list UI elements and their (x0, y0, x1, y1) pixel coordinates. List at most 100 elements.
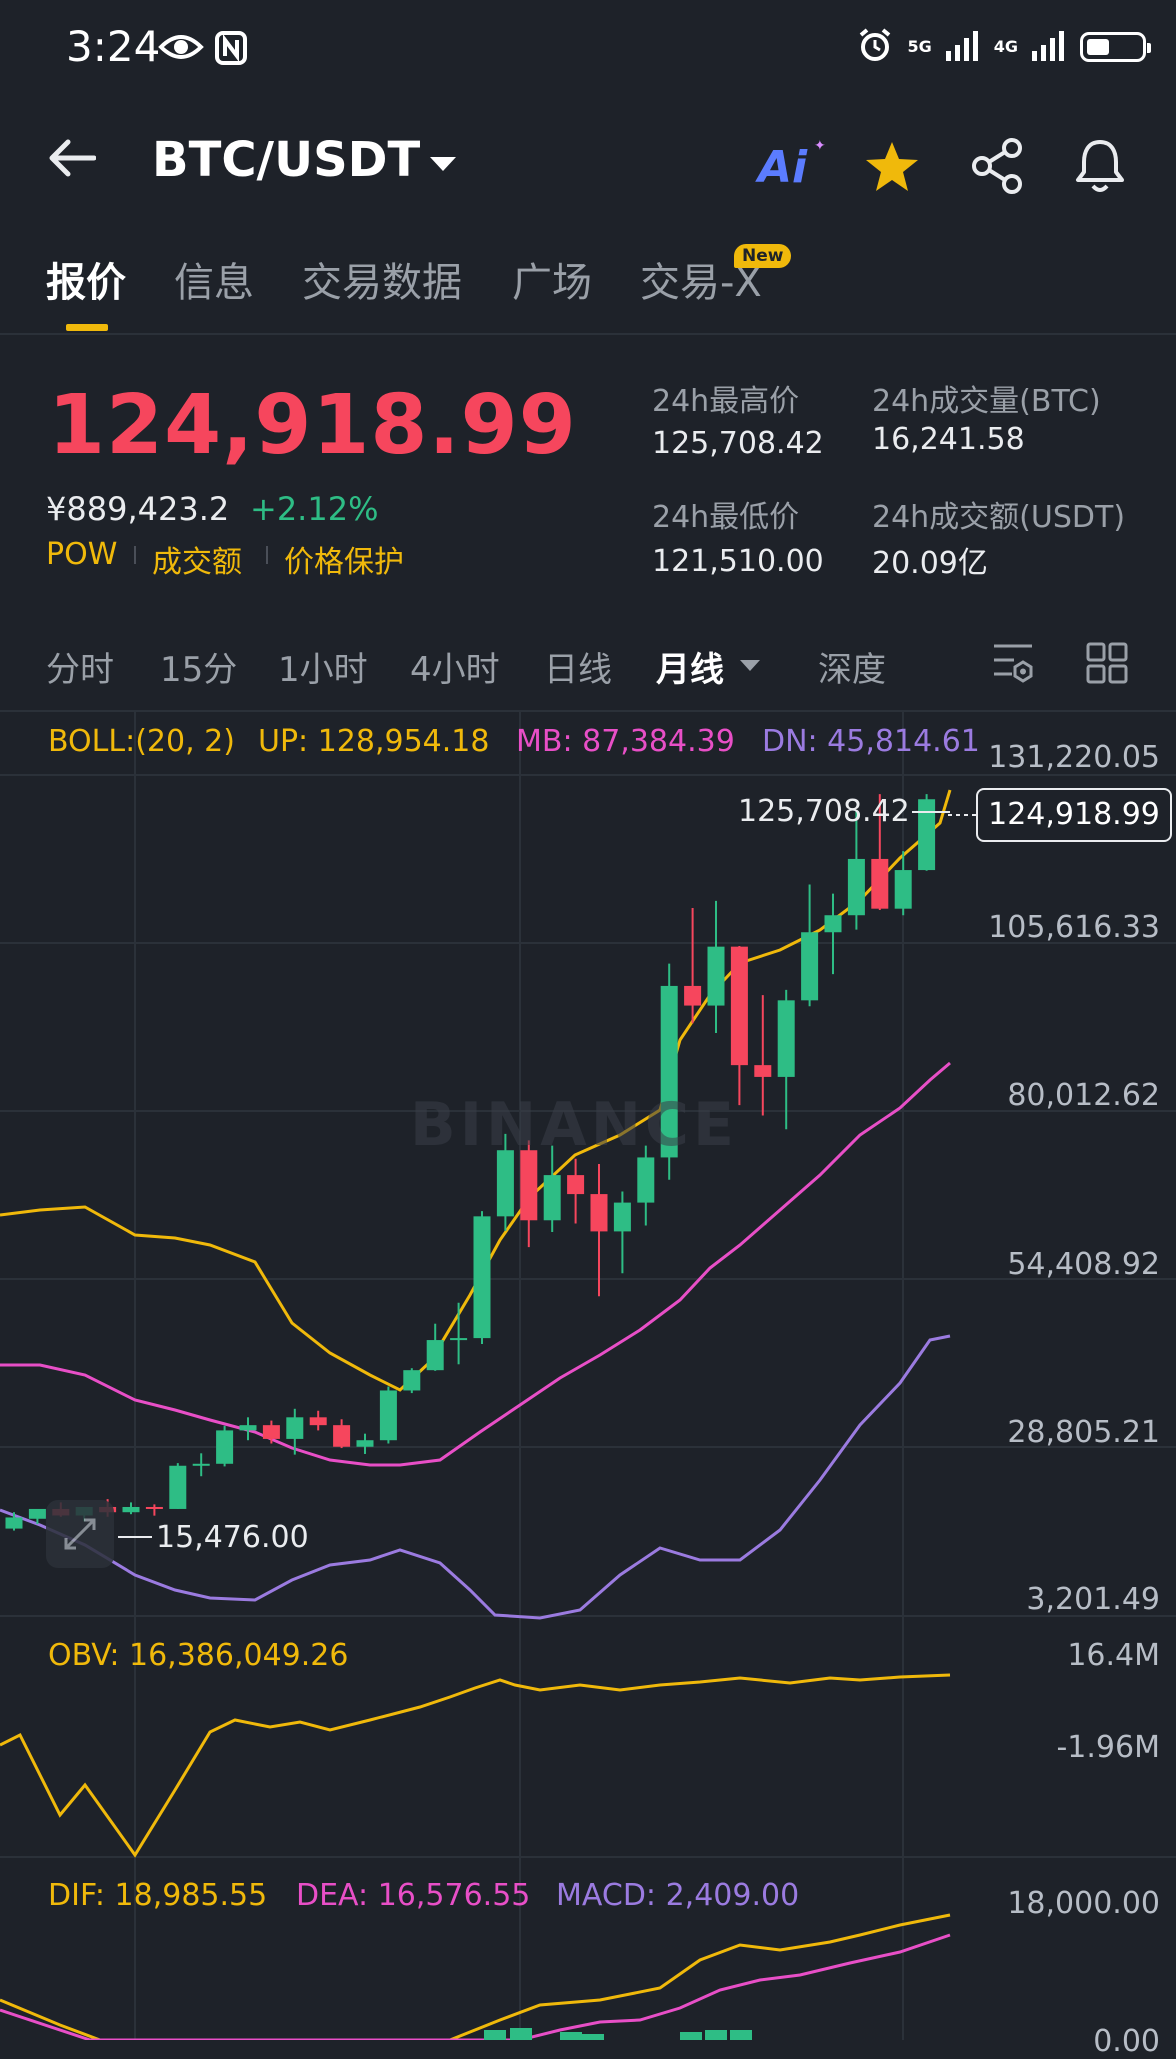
macd-dif: DIF: 18,985.55 (48, 1878, 268, 1913)
price-axis-tick: 131,220.05 (988, 740, 1160, 775)
interval-4h[interactable]: 4小时 (410, 650, 500, 690)
candle (473, 1216, 491, 1339)
grid-layout-icon[interactable] (1086, 642, 1128, 688)
interval-day[interactable]: 日线 (544, 650, 612, 690)
interval-15m[interactable]: 15分 (160, 650, 238, 690)
obv-value: OBV: 16,386,049.26 (48, 1638, 349, 1673)
boll-mb-line (0, 1061, 951, 1467)
net1-label: 5G (907, 37, 932, 56)
candle (216, 1430, 234, 1464)
pair-selector[interactable]: BTC/USDT (152, 132, 421, 188)
caret-down-icon[interactable] (740, 660, 760, 671)
macd-axis-bottom: 0.00 (1093, 2024, 1160, 2059)
price-axis-tick: 3,201.49 (1026, 1582, 1160, 1617)
signal2-icon (1032, 29, 1066, 65)
macd-dea: DEA: 16,576.55 (296, 1878, 531, 1913)
candle (262, 1425, 280, 1439)
candle (707, 946, 725, 1006)
new-badge: New (734, 244, 792, 268)
obv-axis-top: 16.4M (1067, 1638, 1160, 1673)
signal1-icon (945, 29, 980, 65)
high-value: 125,708.42 (652, 426, 824, 461)
candle (28, 1508, 46, 1519)
candle (496, 1150, 514, 1217)
bell-icon[interactable] (1074, 136, 1126, 198)
dea-line (0, 1933, 951, 2040)
candle (145, 1506, 163, 1509)
tag-price-protection[interactable]: 价格保护 (284, 545, 404, 580)
candle (239, 1425, 257, 1431)
candle (684, 985, 702, 1006)
candle (333, 1425, 351, 1447)
candle (777, 1000, 795, 1077)
candle (286, 1417, 304, 1439)
macd-value: MACD: 2,409.00 (556, 1878, 800, 1913)
candle (871, 858, 889, 909)
expand-chart-button[interactable] (46, 1500, 114, 1568)
share-icon[interactable] (970, 138, 1024, 198)
tag-pow[interactable]: POW (46, 537, 118, 572)
tab-indicator (66, 324, 108, 331)
candle (847, 858, 865, 916)
price-axis-tick: 105,616.33 (988, 910, 1160, 945)
candle (5, 1517, 23, 1529)
candle (613, 1202, 631, 1232)
eye-icon (158, 30, 204, 68)
obv-axis-mid: -1.96M (1056, 1730, 1160, 1765)
divider (266, 546, 268, 564)
tag-volume[interactable]: 成交额 (152, 545, 242, 580)
back-button[interactable] (46, 138, 97, 182)
battery-icon (1080, 32, 1151, 62)
ai-button[interactable]: Ai (758, 142, 808, 193)
interval-1h[interactable]: 1小时 (278, 650, 368, 690)
tab-square[interactable]: 广场 (512, 260, 592, 306)
candle (450, 1338, 468, 1341)
candle (379, 1390, 397, 1441)
divider (0, 710, 1176, 712)
divider (0, 333, 1176, 335)
candle (590, 1194, 608, 1232)
nfc-icon (214, 30, 248, 70)
star-icon[interactable] (864, 140, 920, 198)
candle (543, 1175, 561, 1221)
status-icons: 5G 4G (857, 22, 1151, 72)
candle (192, 1463, 210, 1466)
candle (426, 1340, 444, 1371)
candle (356, 1440, 374, 1447)
divider (134, 546, 136, 564)
candle (730, 946, 748, 1066)
candle (403, 1370, 421, 1391)
price-axis-tick: 80,012.62 (1007, 1078, 1160, 1113)
interval-depth[interactable]: 深度 (818, 650, 886, 690)
candle (637, 1157, 655, 1203)
sparkle-icon: ✦ (814, 138, 826, 154)
indicator-settings-icon[interactable] (990, 640, 1036, 688)
amount-value: 20.09亿 (872, 546, 988, 581)
interval-time[interactable]: 分时 (46, 650, 114, 690)
obv-line (0, 1673, 951, 1858)
last-price-label: 124,918.99 (976, 788, 1172, 842)
low-mark-label: 15,476.00 (156, 1520, 309, 1555)
macd-histogram (484, 2028, 752, 2040)
interval-month[interactable]: 月线 (656, 650, 724, 690)
tab-quote[interactable]: 报价 (46, 260, 126, 306)
candle (520, 1150, 538, 1221)
low-label: 24h最低价 (652, 500, 800, 535)
boll-mb-value: MB: 87,384.39 (516, 724, 735, 759)
candle (169, 1465, 187, 1509)
caret-down-icon[interactable] (430, 157, 456, 171)
high-mark-label: 125,708.42 (738, 794, 910, 829)
watermark: BINANCE (410, 1090, 738, 1160)
candle (567, 1175, 585, 1195)
last-price: 124,918.99 (48, 378, 577, 473)
cny-price: ¥889,423.2 (46, 490, 230, 528)
candle (824, 915, 842, 933)
boll-up-value: UP: 128,954.18 (258, 724, 490, 759)
expand-icon (64, 1518, 96, 1550)
tab-trading-data[interactable]: 交易数据 (302, 260, 462, 306)
high-label: 24h最高价 (652, 384, 800, 419)
tab-info[interactable]: 信息 (174, 260, 254, 306)
boll-dn-value: DN: 45,814.61 (762, 724, 980, 759)
alarm-icon (857, 27, 893, 67)
price-axis-tick: 28,805.21 (1007, 1415, 1160, 1450)
